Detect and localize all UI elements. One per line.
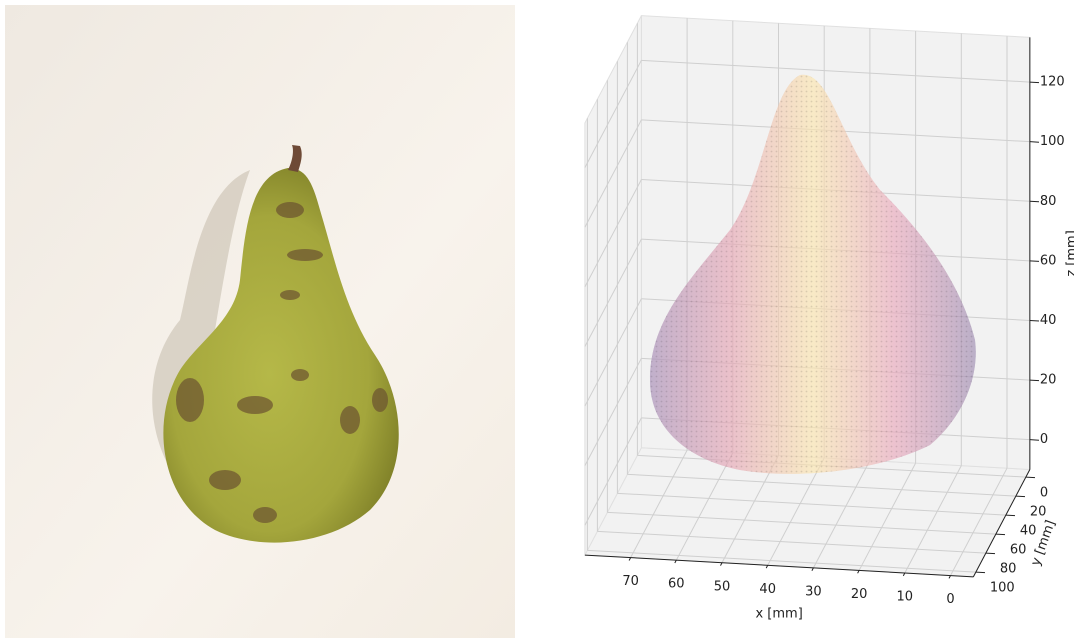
tick-mark <box>1016 496 1025 497</box>
z-tick-label: 20 <box>1040 373 1057 388</box>
tick-mark <box>1030 201 1039 202</box>
y-tick-label: 60 <box>1010 543 1027 558</box>
tick-mark <box>1030 261 1039 262</box>
x-tick-label: 70 <box>622 574 639 589</box>
tick-mark <box>1026 477 1035 478</box>
y-tick-label: 100 <box>990 581 1015 596</box>
y-tick-label: 80 <box>1000 562 1017 577</box>
z-tick-label: 80 <box>1040 194 1057 209</box>
y-tick-label: 0 <box>1040 486 1048 501</box>
z-tick-label: 40 <box>1040 313 1057 328</box>
z-tick-label: 100 <box>1040 134 1065 149</box>
x-tick-label: 60 <box>668 577 685 592</box>
x-tick-label: 50 <box>714 579 731 594</box>
z-tick-label: 120 <box>1040 75 1065 90</box>
x-tick-label: 20 <box>851 587 868 602</box>
tick-mark <box>1030 380 1039 381</box>
tick-mark <box>976 572 985 573</box>
x-axis-label: x [mm] <box>755 606 802 621</box>
tick-mark <box>1006 515 1015 516</box>
tick-mark <box>1030 82 1039 83</box>
tick-mark <box>996 534 1005 535</box>
z-axis-label: z [mm] <box>1064 230 1074 276</box>
tick-mark <box>1030 320 1039 321</box>
tick-mark <box>1030 440 1039 441</box>
pear-photo <box>5 5 515 638</box>
figure: 0 10 20 30 40 50 60 70 0 20 40 60 80 100 0 20 40 60 80 100 1… <box>0 0 1074 643</box>
z-tick-label: 60 <box>1040 253 1057 268</box>
y-tick-label: 20 <box>1030 505 1047 520</box>
tick-mark <box>986 553 995 554</box>
tick-mark <box>1030 142 1039 143</box>
y-tick-label: 40 <box>1020 524 1037 539</box>
x-tick-label: 40 <box>759 582 776 597</box>
z-tick-label: 0 <box>1040 432 1048 447</box>
x-tick-label: 30 <box>805 584 822 599</box>
x-tick-label: 10 <box>897 589 914 604</box>
x-tick-label: 0 <box>946 592 954 607</box>
